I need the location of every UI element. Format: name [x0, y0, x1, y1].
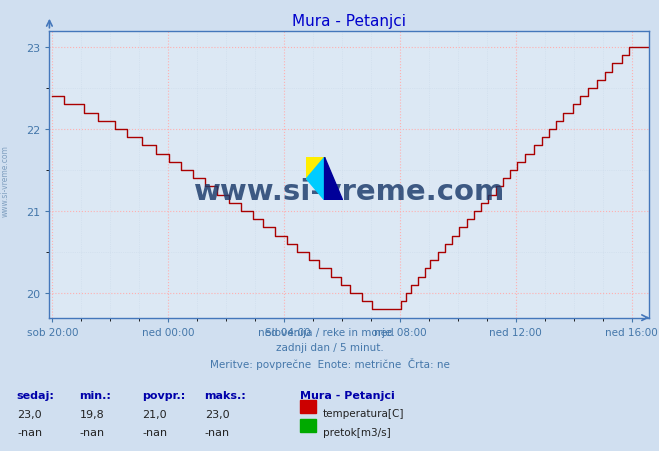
- Text: -nan: -nan: [205, 427, 230, 437]
- Polygon shape: [306, 158, 325, 179]
- Polygon shape: [325, 158, 343, 201]
- Text: -nan: -nan: [80, 427, 105, 437]
- Title: Mura - Petanjci: Mura - Petanjci: [293, 14, 406, 29]
- Text: 23,0: 23,0: [205, 409, 230, 419]
- Text: -nan: -nan: [17, 427, 42, 437]
- Text: Slovenija / reke in morje.: Slovenija / reke in morje.: [264, 327, 395, 337]
- Text: www.si-vreme.com: www.si-vreme.com: [1, 144, 10, 216]
- Text: Mura - Petanjci: Mura - Petanjci: [300, 390, 395, 400]
- Text: min.:: min.:: [79, 390, 111, 400]
- Polygon shape: [306, 158, 325, 201]
- Text: www.si-vreme.com: www.si-vreme.com: [194, 178, 505, 206]
- Text: sedaj:: sedaj:: [16, 390, 54, 400]
- Text: 23,0: 23,0: [17, 409, 42, 419]
- Text: maks.:: maks.:: [204, 390, 246, 400]
- Text: pretok[m3/s]: pretok[m3/s]: [323, 427, 391, 437]
- Text: 21,0: 21,0: [142, 409, 167, 419]
- Text: zadnji dan / 5 minut.: zadnji dan / 5 minut.: [275, 342, 384, 352]
- Text: temperatura[C]: temperatura[C]: [323, 408, 405, 418]
- Text: 19,8: 19,8: [80, 409, 105, 419]
- Text: Meritve: povprečne  Enote: metrične  Črta: ne: Meritve: povprečne Enote: metrične Črta:…: [210, 357, 449, 369]
- Text: povpr.:: povpr.:: [142, 390, 185, 400]
- Text: -nan: -nan: [142, 427, 167, 437]
